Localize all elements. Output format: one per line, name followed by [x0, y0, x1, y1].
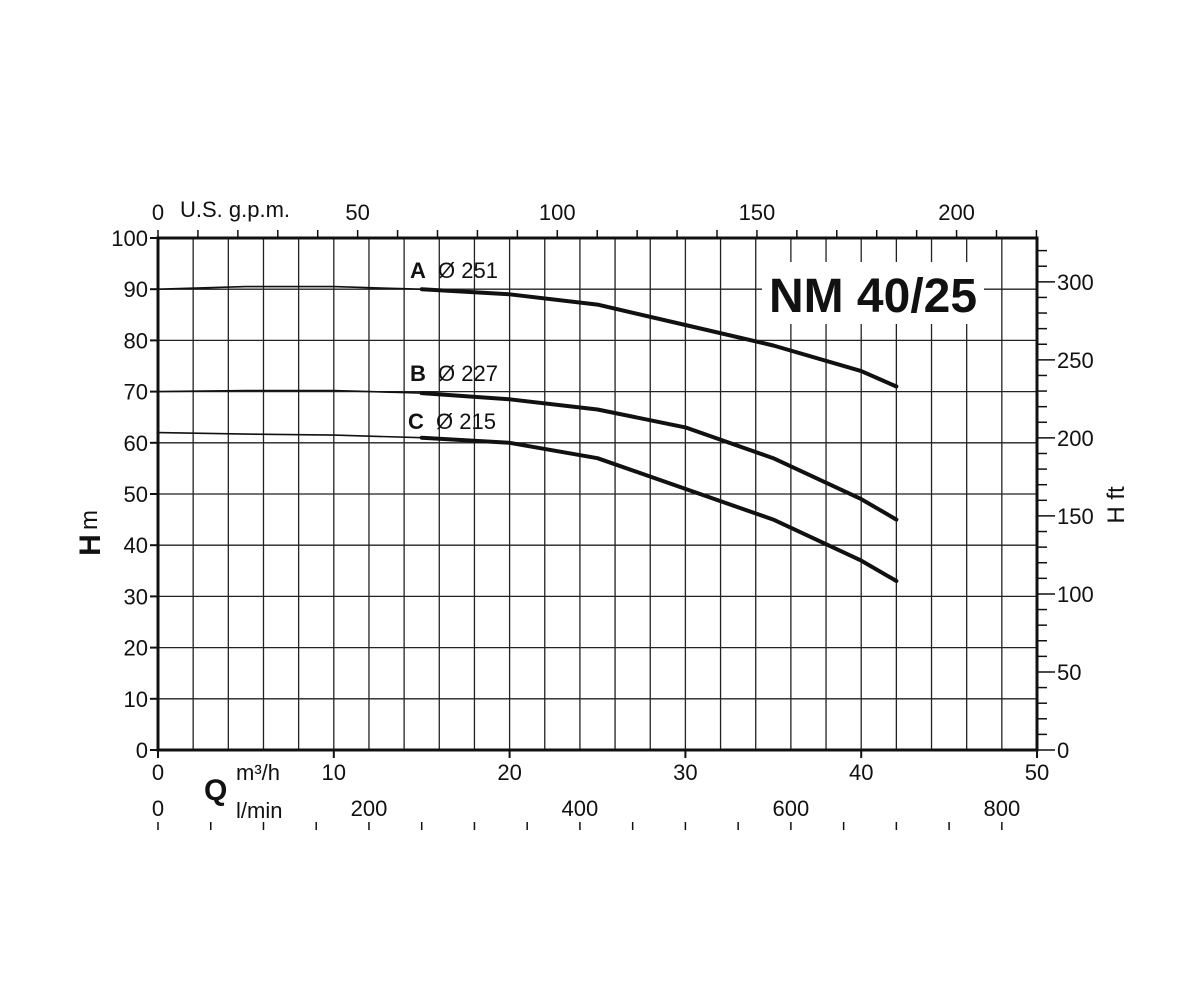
x-axis-unit-m3h: m³/h — [236, 760, 280, 785]
y-tick-label: 10 — [124, 687, 148, 712]
curve-b-line — [419, 391, 899, 522]
ft-tick-label: 0 — [1057, 738, 1069, 763]
x-tick-label: 50 — [1025, 760, 1049, 785]
ft-tick-label: 100 — [1057, 582, 1094, 607]
gpm-tick-label: 200 — [938, 200, 975, 225]
x-tick-label: 10 — [322, 760, 346, 785]
gpm-tick-label: 150 — [739, 200, 776, 225]
curve-b-thin-line — [157, 389, 422, 394]
y-tick-label: 20 — [124, 636, 148, 661]
gpm-tick-label: 100 — [539, 200, 576, 225]
y-tick-label: 90 — [124, 277, 148, 302]
y-tick-label: 80 — [124, 328, 148, 353]
y-axis-label-main: H — [74, 534, 107, 556]
y-tick-label: 0 — [136, 738, 148, 763]
y-tick-label: 60 — [124, 431, 148, 456]
x-tick-label: 30 — [673, 760, 697, 785]
gpm-tick-label: 50 — [345, 200, 369, 225]
ft-tick-label: 300 — [1057, 270, 1094, 295]
ft-tick-label: 250 — [1057, 348, 1094, 373]
y-tick-label: 70 — [124, 380, 148, 405]
ft-tick-label: 50 — [1057, 660, 1081, 685]
curves — [157, 285, 899, 583]
lmin-tick-label: 800 — [983, 796, 1020, 821]
x-axis-unit-lmin: l/min — [236, 798, 282, 823]
top-axis-label: U.S. g.p.m. — [180, 197, 290, 222]
lmin-tick-label: 600 — [773, 796, 810, 821]
curve-label-b: B Ø 227 — [410, 361, 498, 386]
x-tick-label: 40 — [849, 760, 873, 785]
y-tick-label: 50 — [124, 482, 148, 507]
curve-a-thin-line — [157, 285, 422, 290]
x-axis-label-main: Q — [204, 774, 227, 807]
x-tick-label: 0 — [152, 760, 164, 785]
ft-tick-label: 150 — [1057, 504, 1094, 529]
curve-label-a: A Ø 251 — [410, 258, 498, 283]
curve-c-thin-line — [157, 431, 422, 439]
y-tick-label: 40 — [124, 533, 148, 558]
lmin-tick-label: 400 — [562, 796, 599, 821]
y-tick-label: 100 — [111, 226, 148, 251]
chart-title: NM 40/25 — [769, 270, 977, 323]
gpm-tick-label: 0 — [152, 200, 164, 225]
x-tick-label: 20 — [497, 760, 521, 785]
y-tick-label: 30 — [124, 584, 148, 609]
lmin-tick-label: 0 — [152, 796, 164, 821]
curve-c-line — [419, 435, 899, 583]
ft-tick-label: 200 — [1057, 426, 1094, 451]
curve-label-c: C Ø 215 — [408, 409, 496, 434]
right-axis-label: H ft — [1103, 486, 1130, 524]
y-axis-label-unit: m — [76, 510, 103, 530]
lmin-tick-label: 200 — [351, 796, 388, 821]
chart-title-box — [762, 262, 984, 324]
plot-grid — [150, 230, 1055, 830]
curve-a-line — [419, 287, 899, 389]
